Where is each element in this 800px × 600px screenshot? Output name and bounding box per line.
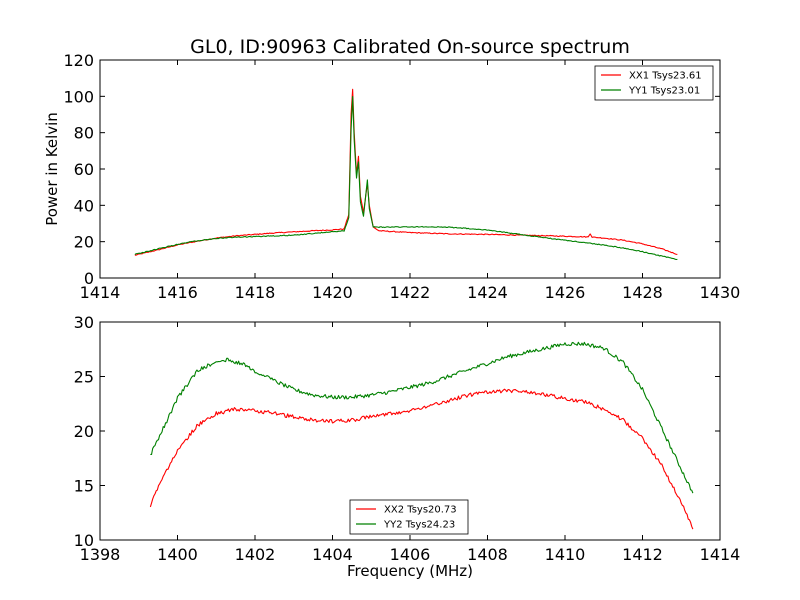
axis-ticks: 1414 1416 1418 1420 1422 1424 1426 1428 1430 0 20 4… xyxy=(63,51,740,302)
series-line-xx1 xyxy=(134,88,678,256)
y-tick-label: 20 xyxy=(74,422,94,441)
plot-frame xyxy=(99,321,721,541)
y-tick-label: 100 xyxy=(63,87,94,106)
x-tick-label: 1426 xyxy=(545,283,586,302)
x-tick-label: 1410 xyxy=(545,545,586,564)
top-spectrum-panel: GL0, ID:90963 Calibrated On-source spect… xyxy=(43,36,740,302)
x-tick-label: 1406 xyxy=(390,545,431,564)
legend-label-xx2: XX2 Tsys20.73 xyxy=(384,505,457,516)
x-tick-label: 1414 xyxy=(700,545,741,564)
series-lines xyxy=(149,341,694,530)
x-tick-label: 1430 xyxy=(700,283,741,302)
y-tick-label: 120 xyxy=(63,51,94,70)
x-tick-label: 1424 xyxy=(467,283,508,302)
legend-box xyxy=(594,65,714,101)
x-tick-label: 1414 xyxy=(80,283,121,302)
legend-label-xx1: XX1 Tsys23.61 xyxy=(629,71,702,82)
y-tick-label: 15 xyxy=(74,477,94,496)
legend-label-yy1: YY1 Tsys23.01 xyxy=(628,86,700,97)
x-tick-label: 1416 xyxy=(157,283,198,302)
chart-title: GL0, ID:90963 Calibrated On-source spect… xyxy=(190,36,630,58)
x-tick-label: 1422 xyxy=(390,283,431,302)
x-tick-label: 1402 xyxy=(235,545,276,564)
y-tick-label: 40 xyxy=(74,196,94,215)
series-line-yy2 xyxy=(150,341,694,494)
x-tick-label: 1408 xyxy=(467,545,508,564)
series-lines xyxy=(134,88,678,261)
y-tick-label: 60 xyxy=(74,160,94,179)
plot-frame xyxy=(99,59,721,279)
axis-ticks: 1398 1400 1402 1404 1406 1408 1410 1412 1414 10 15… xyxy=(74,313,741,564)
x-tick-label: 1420 xyxy=(312,283,353,302)
bottom-spectrum-panel: 1398 1400 1402 1404 1406 1408 1410 1412 1414 10 15… xyxy=(74,313,741,580)
series-line-xx2 xyxy=(149,388,694,530)
y-tick-label: 30 xyxy=(74,313,94,332)
x-tick-label: 1418 xyxy=(235,283,276,302)
y-axis-label: Power in Kelvin xyxy=(43,112,61,226)
y-tick-label: 25 xyxy=(74,368,94,387)
x-tick-label: 1398 xyxy=(80,545,121,564)
x-tick-label: 1400 xyxy=(157,545,198,564)
x-tick-label: 1428 xyxy=(622,283,663,302)
x-axis-label: Frequency (MHz) xyxy=(347,562,473,580)
x-tick-label: 1412 xyxy=(622,545,663,564)
legend: XX1 Tsys23.61 YY1 Tsys23.01 xyxy=(594,65,714,101)
y-tick-label: 10 xyxy=(74,531,94,550)
x-tick-label: 1404 xyxy=(312,545,353,564)
legend: XX2 Tsys20.73 YY2 Tsys24.23 xyxy=(349,499,469,535)
legend-box xyxy=(349,499,469,535)
y-tick-label: 80 xyxy=(74,124,94,143)
y-tick-label: 0 xyxy=(84,269,94,288)
series-line-yy1 xyxy=(134,95,678,261)
y-tick-label: 20 xyxy=(74,233,94,252)
legend-label-yy2: YY2 Tsys24.23 xyxy=(383,520,455,531)
